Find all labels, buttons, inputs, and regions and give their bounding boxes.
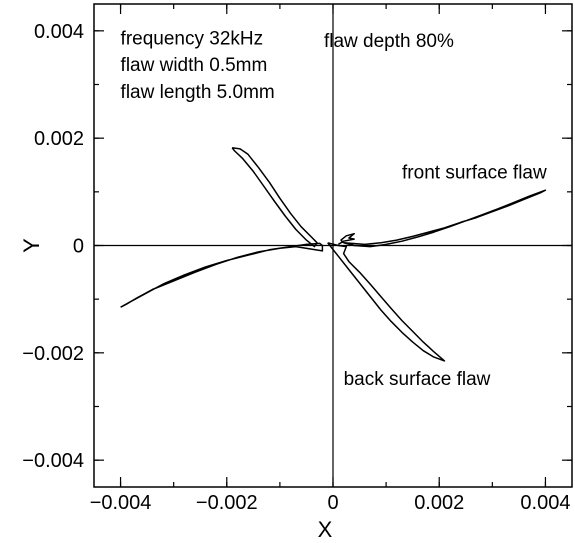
lissajous-curve-2 bbox=[231, 147, 318, 248]
y-tick-label: 0 bbox=[73, 236, 84, 258]
x-tick-label: 0 bbox=[327, 492, 338, 514]
x-tick-label: 0.002 bbox=[414, 492, 464, 514]
lissajous-curve-3 bbox=[343, 189, 547, 248]
annotation-text: flaw length 5.0mm bbox=[121, 82, 275, 103]
y-tick-label: −0.002 bbox=[22, 343, 84, 365]
x-tick-label: 0.004 bbox=[520, 492, 570, 514]
y-tick-label: 0.002 bbox=[34, 128, 84, 150]
x-axis-title: X bbox=[318, 517, 333, 542]
y-tick-label: 0.004 bbox=[34, 21, 84, 43]
y-tick-label: −0.004 bbox=[22, 450, 84, 472]
annotation-text: flaw depth 80% bbox=[324, 31, 454, 52]
x-tick-label: −0.002 bbox=[196, 492, 258, 514]
annotation-text: flaw width 0.5mm bbox=[121, 55, 268, 76]
lissajous-curve-5 bbox=[327, 242, 446, 362]
lissajous-curve-1 bbox=[120, 242, 324, 308]
y-axis-title: Y bbox=[19, 238, 44, 253]
annotation-text: frequency 32kHz bbox=[121, 28, 264, 49]
annotation-text: front surface flaw bbox=[402, 162, 547, 183]
lissajous-curve-4 bbox=[337, 232, 355, 246]
annotation-text: back surface flaw bbox=[344, 369, 491, 390]
x-tick-label: −0.004 bbox=[90, 492, 152, 514]
